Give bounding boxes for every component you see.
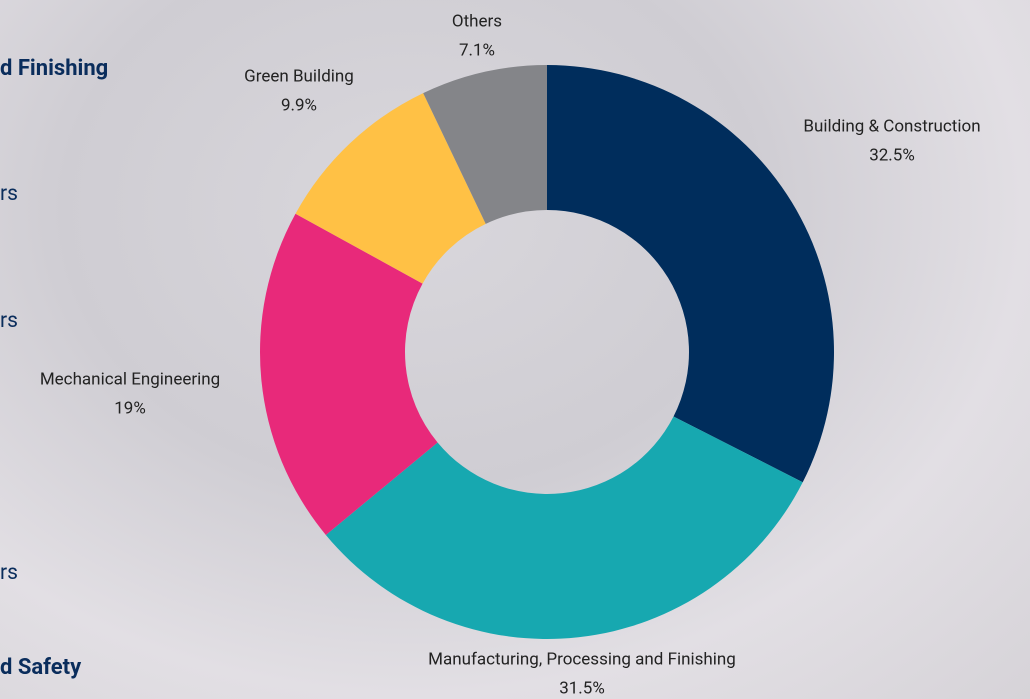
- side-text: rs: [0, 561, 18, 585]
- slice-label: Green Building: [244, 66, 354, 86]
- slice-value-label: 31.5%: [559, 678, 605, 698]
- slice-value-label: 9.9%: [281, 95, 317, 115]
- slice-value-label: 32.5%: [869, 145, 915, 165]
- slice: [295, 93, 486, 284]
- side-text: rs: [0, 182, 18, 206]
- slice: [325, 416, 803, 639]
- slice-value-label: 7.1%: [459, 40, 495, 60]
- side-text: d Finishing: [0, 56, 109, 81]
- slice-label: Mechanical Engineering: [40, 369, 220, 389]
- slice: [423, 65, 547, 224]
- slice-label: Others: [452, 11, 502, 31]
- slice-label: Building & Construction: [803, 116, 980, 136]
- slice: [260, 213, 438, 535]
- slice: [547, 65, 834, 483]
- slice-label: Manufacturing, Processing and Finishing: [428, 649, 736, 669]
- slice-value-label: 19%: [114, 398, 146, 418]
- side-text: rs: [0, 309, 18, 333]
- side-text: d Safety: [0, 655, 82, 680]
